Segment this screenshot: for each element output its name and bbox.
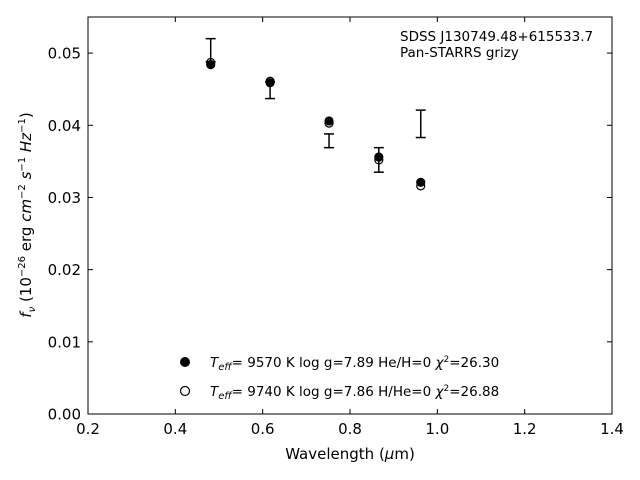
x-tick-label: 1.0 bbox=[425, 420, 449, 438]
annotation-line-2: Pan-STARRS grizy bbox=[400, 45, 519, 61]
x-tick-label: 0.8 bbox=[338, 420, 362, 438]
x-tick-label: 1.2 bbox=[513, 420, 537, 438]
point-open bbox=[374, 155, 384, 165]
point-open bbox=[416, 181, 426, 191]
legend-entry-1: Teff= 9570 K log g=7.89 He/H=0 χ2=26.30 bbox=[210, 355, 499, 373]
y-axis-title: fν (10−26 erg cm−2 s−1 Hz−1) bbox=[17, 112, 38, 317]
point-open bbox=[206, 57, 216, 68]
ticks: 0.2 0.4 0.6 0.8 1.0 1.2 1.4 0.00 0.01 0.02 0.03 0.0… bbox=[48, 17, 624, 438]
x-tick-label: 0.4 bbox=[163, 420, 187, 438]
legend-marker-filled bbox=[180, 357, 190, 367]
x-tick-label: 0.2 bbox=[76, 420, 100, 438]
x-tick-label: 0.6 bbox=[251, 420, 275, 438]
x-axis-title: Wavelength (μm) bbox=[285, 445, 415, 463]
y-tick-label: 0.00 bbox=[48, 406, 81, 424]
y-tick-label: 0.03 bbox=[48, 189, 81, 207]
y-tick-label: 0.04 bbox=[48, 117, 81, 135]
legend-entry-2: Teff= 9740 K log g=7.86 H/He=0 χ2=26.88 bbox=[210, 384, 499, 402]
y-tick-label: 0.05 bbox=[48, 45, 81, 63]
point-open bbox=[265, 76, 275, 86]
point-filled bbox=[374, 152, 384, 162]
annotation-line-1: SDSS J130749.48+615533.7 bbox=[400, 29, 593, 45]
y-tick-label: 0.02 bbox=[48, 261, 81, 279]
legend-marker-open bbox=[179, 385, 191, 397]
x-tick-label: 1.4 bbox=[600, 420, 624, 438]
legend: Teff= 9570 K log g=7.89 He/H=0 χ2=26.30 … bbox=[179, 355, 499, 402]
y-tick-label: 0.01 bbox=[48, 333, 81, 351]
plot-frame bbox=[87, 16, 613, 415]
point-open bbox=[324, 118, 334, 128]
data-points bbox=[206, 57, 426, 191]
